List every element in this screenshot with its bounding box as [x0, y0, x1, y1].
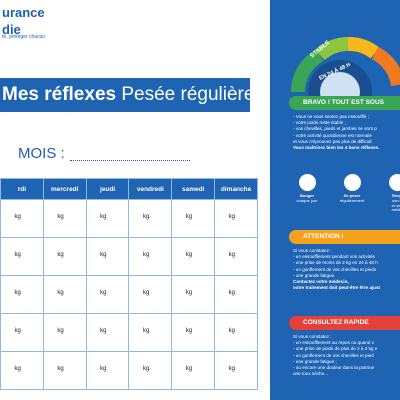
- weight-cell: kg: [171, 237, 216, 276]
- section-text: - une grande fatigue ;: [293, 358, 337, 364]
- column-header: jeudi: [85, 178, 130, 200]
- table-row: kg kg kg kg kg kg: [0, 313, 258, 352]
- icon: [389, 174, 400, 191]
- column-header: dimanche: [214, 178, 258, 200]
- section-bold: votre traitement doit peut-être être aju…: [293, 285, 381, 291]
- icon-label-line: et ses: [391, 202, 400, 208]
- gauge: STABLE EN 24 À 48 H: [290, 37, 400, 100]
- gauge-orange: [371, 46, 400, 87]
- weight-cell: kg: [0, 237, 44, 276]
- section-banner: CONSULTEZ RAPIDE: [289, 316, 400, 330]
- weight-cell: kg: [128, 199, 173, 238]
- section-text: - Vous ne vous sentez pas essoufflé ;: [293, 114, 370, 119]
- icon-label: Se peser régulièrement: [337, 193, 367, 204]
- icon-label-line: régulièrement: [339, 197, 365, 203]
- gauge-green: [290, 48, 324, 93]
- column-header: samedi: [171, 178, 216, 200]
- gauge-center: [320, 72, 360, 100]
- weight-cell: kg: [214, 313, 258, 352]
- title-rest: Pesée régulière: [121, 84, 255, 105]
- tagline: té, protéger chacun: [2, 34, 46, 40]
- logo: urance die: [2, 6, 45, 36]
- month-line: [70, 160, 190, 161]
- weight-cell: kg: [0, 199, 44, 238]
- section-text: - une prise de moins de 2 kg en 24 à 48 …: [293, 260, 378, 266]
- table-row: kg kg kg kg kg kg: [0, 237, 258, 276]
- weight-cell: kg: [214, 199, 258, 238]
- weight-cell: kg: [171, 199, 216, 238]
- weight-cell: kg: [128, 313, 173, 352]
- icon: [299, 174, 316, 191]
- icon-label-line: Se peser: [343, 193, 361, 198]
- section-banner: ATTENTION !: [289, 230, 400, 244]
- section-text: Si vous constatez :: [293, 334, 332, 339]
- gauge-lime: [315, 37, 349, 61]
- section-text: - votre activité quotidienne est normale: [293, 132, 372, 138]
- icon-label-line: chaque jour: [296, 197, 318, 203]
- section-text: une toux sèche...: [293, 371, 328, 377]
- weight-cell: kg: [85, 351, 130, 390]
- weight-cell: kg: [128, 275, 173, 314]
- section-text: - votre poids reste stable ;: [293, 120, 346, 126]
- section-bold: Vous maîtrisez bien les 4 bons réflexes.: [293, 145, 380, 150]
- weight-cell: kg: [128, 351, 173, 390]
- weight-table: rdi mercredi jeudi vendredi samedi dimanche kg…: [0, 178, 258, 390]
- column-header: mercredi: [42, 178, 87, 200]
- weight-cell: kg: [0, 351, 44, 390]
- section-text: Si vous constatez :: [293, 248, 332, 253]
- gauge-yellow: [347, 37, 380, 59]
- icon-label-line: Bouger: [300, 193, 314, 198]
- title-banner: Mes réflexes Pesée régulière: [0, 78, 254, 112]
- weight-cell: kg: [42, 313, 87, 352]
- section-text: et vous n'éprouvez pas plus de difficult: [293, 138, 372, 144]
- weight-cell: kg: [85, 199, 130, 238]
- section-bold: Contactez votre médecin,: [293, 279, 349, 284]
- table-row: kg kg kg kg kg kg: [0, 351, 258, 390]
- icon-label-line: médic: [391, 207, 400, 213]
- section-text: - un essoufflement pendant vos activités: [293, 254, 375, 260]
- weight-cell: kg: [42, 351, 87, 390]
- weight-cell: kg: [42, 199, 87, 238]
- weight-cell: kg: [42, 275, 87, 314]
- title-bold: Mes réflexes: [2, 84, 117, 105]
- icon-label-line: Resp: [392, 193, 400, 198]
- section-text: - vos chevilles, pieds et jambes ne sont…: [293, 126, 377, 132]
- icon-label: Bouger chaque jour: [292, 193, 322, 204]
- column-header: rdi: [0, 178, 44, 200]
- table-row: kg kg kg kg kg kg: [0, 275, 258, 314]
- weight-cell: kg: [42, 237, 87, 276]
- weight-cell: kg: [214, 237, 258, 276]
- column-header: vendredi: [128, 178, 173, 200]
- section-text: - un essoufflement au repos ou quand v: [293, 340, 374, 346]
- section-banner: BRAVO ! TOUT EST SOUS: [289, 96, 400, 110]
- section-text: - une prise de poids de plus de 2 à 3 kg…: [293, 346, 378, 352]
- table-row: kg kg kg kg kg kg: [0, 199, 258, 238]
- section-text: - une grande fatigue.: [293, 272, 336, 278]
- weight-cell: kg: [85, 237, 130, 276]
- weight-cell: kg: [85, 313, 130, 352]
- section-text: - ou encore une douleur dans la poitrine: [293, 365, 375, 370]
- weight-cell: kg: [85, 275, 130, 314]
- weight-cell: kg: [214, 351, 258, 390]
- logo-text: die: [2, 22, 21, 37]
- header-row: rdi mercredi jeudi vendredi samedi dimanche: [0, 178, 258, 200]
- weight-cell: kg: [0, 313, 44, 352]
- month-label: MOIS :: [18, 145, 65, 162]
- weight-cell: kg: [128, 237, 173, 276]
- weight-cell: kg: [171, 275, 216, 314]
- section-text: - un gonflement de vos chevilles et pied: [293, 352, 374, 358]
- section-text: - un gonflement de vos chevilles et pied…: [293, 266, 376, 272]
- weight-cell: kg: [0, 275, 44, 314]
- icon: [344, 174, 361, 191]
- weight-cell: kg: [214, 275, 258, 314]
- logo-text: urance: [2, 5, 45, 20]
- weight-cell: kg: [171, 351, 216, 390]
- weight-cell: kg: [171, 313, 216, 352]
- icon-label-line: son tr: [391, 197, 400, 203]
